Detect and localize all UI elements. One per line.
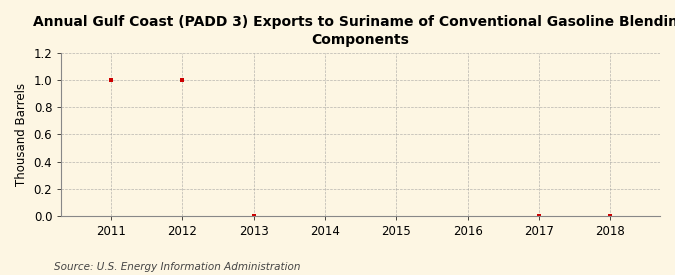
Text: Source: U.S. Energy Information Administration: Source: U.S. Energy Information Administ… [54, 262, 300, 272]
Title: Annual Gulf Coast (PADD 3) Exports to Suriname of Conventional Gasoline Blending: Annual Gulf Coast (PADD 3) Exports to Su… [33, 15, 675, 47]
Y-axis label: Thousand Barrels: Thousand Barrels [15, 83, 28, 186]
